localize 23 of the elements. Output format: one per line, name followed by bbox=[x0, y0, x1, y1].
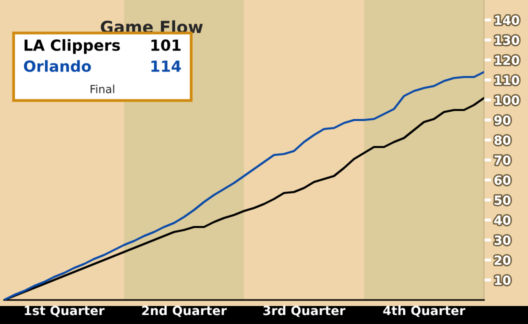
annotation: 101 bbox=[151, 39, 181, 51]
text: LA Clippers bbox=[24, 39, 120, 54]
y-tick-label: 60 bbox=[494, 175, 511, 185]
y-tick-label: 110 bbox=[495, 75, 520, 85]
x-tick-label: 2nd Quarter bbox=[142, 306, 227, 317]
y-tick-label: 100 bbox=[495, 95, 520, 105]
y-tick-label: 140 bbox=[495, 15, 520, 25]
annotation: Final bbox=[90, 84, 114, 94]
x-tick-label: 3rd Quarter bbox=[263, 306, 346, 317]
x-tick-label: 4th Quarter bbox=[383, 306, 466, 317]
y-tick-label: 70 bbox=[494, 155, 511, 165]
y-tick-label: 30 bbox=[494, 235, 511, 245]
y-tick-label: 40 bbox=[494, 215, 511, 225]
y-tick-label: 20 bbox=[494, 255, 511, 265]
x-tick-label: 1st Quarter bbox=[24, 306, 105, 317]
y-tick-label: 90 bbox=[494, 115, 511, 125]
y-tick-label: 10 bbox=[495, 275, 511, 285]
y-tick-label: 130 bbox=[495, 35, 520, 45]
y-tick-label: 80 bbox=[494, 135, 511, 145]
text: Orlando bbox=[24, 60, 91, 72]
y-tick-label: 120 bbox=[495, 55, 520, 65]
y-tick-label: 50 bbox=[494, 195, 511, 205]
annotation: 114 bbox=[151, 60, 181, 72]
